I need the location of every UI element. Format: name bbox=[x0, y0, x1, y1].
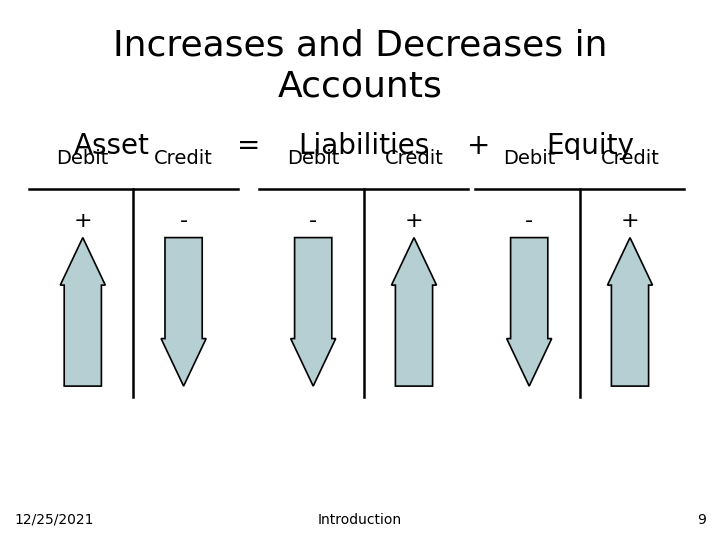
Polygon shape bbox=[60, 238, 105, 386]
Text: Debit: Debit bbox=[503, 150, 555, 168]
Text: Debit: Debit bbox=[57, 150, 109, 168]
Text: +: + bbox=[467, 132, 490, 160]
Text: +: + bbox=[73, 211, 92, 232]
Text: 9: 9 bbox=[697, 512, 706, 526]
Polygon shape bbox=[392, 238, 436, 386]
Text: Credit: Credit bbox=[384, 150, 444, 168]
Text: Increases and Decreases in: Increases and Decreases in bbox=[113, 29, 607, 63]
Text: Liabilities: Liabilities bbox=[298, 132, 429, 160]
Text: Equity: Equity bbox=[546, 132, 634, 160]
Polygon shape bbox=[507, 238, 552, 386]
Text: Accounts: Accounts bbox=[278, 70, 442, 103]
Text: Asset: Asset bbox=[73, 132, 150, 160]
Polygon shape bbox=[291, 238, 336, 386]
Text: Credit: Credit bbox=[154, 150, 213, 168]
Text: +: + bbox=[621, 211, 639, 232]
Text: -: - bbox=[309, 211, 318, 232]
Text: +: + bbox=[405, 211, 423, 232]
Text: Introduction: Introduction bbox=[318, 512, 402, 526]
Polygon shape bbox=[608, 238, 652, 386]
Text: 12/25/2021: 12/25/2021 bbox=[14, 512, 94, 526]
Text: =: = bbox=[237, 132, 260, 160]
Polygon shape bbox=[161, 238, 206, 386]
Text: Debit: Debit bbox=[287, 150, 339, 168]
Text: Credit: Credit bbox=[600, 150, 660, 168]
Text: -: - bbox=[179, 211, 188, 232]
Text: -: - bbox=[525, 211, 534, 232]
